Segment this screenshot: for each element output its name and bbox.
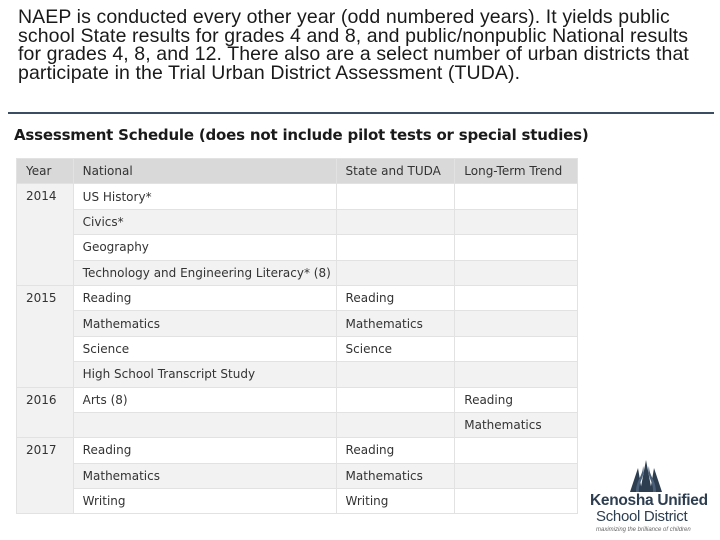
- national-cell: US History*: [72, 183, 337, 210]
- national-cell: Mathematics: [72, 462, 337, 490]
- ltt-cell: [454, 284, 578, 312]
- schedule-title: Assessment Schedule (does not include pi…: [14, 126, 589, 144]
- ltt-cell: [454, 183, 578, 210]
- ltt-cell: Mathematics: [454, 411, 578, 439]
- table-row: 2016 Arts (8) Reading: [16, 386, 578, 439]
- district-logo: Kenosha Unified School District maximizi…: [586, 452, 712, 538]
- national-cell: Technology and Engineering Literacy* (8): [72, 259, 337, 286]
- state-cell: Reading: [335, 437, 456, 464]
- national-cell: Geography: [72, 234, 337, 261]
- national-cell: Mathematics: [72, 310, 337, 337]
- divider-rule: [8, 112, 714, 114]
- state-cell: [335, 386, 456, 413]
- ltt-cell: [454, 208, 578, 236]
- ltt-cell: [454, 234, 578, 261]
- ltt-cell: Reading: [454, 386, 578, 413]
- state-cell: [335, 208, 456, 236]
- year-cell: 2017: [16, 437, 74, 515]
- state-cell: [335, 259, 456, 286]
- national-cell: Reading: [72, 284, 337, 312]
- year-cell: 2015: [16, 284, 74, 388]
- intro-paragraph: NAEP is conducted every other year (odd …: [18, 6, 689, 84]
- table-row: Writing Writing: [17, 488, 578, 515]
- ltt-cell: [454, 488, 578, 515]
- state-cell: Science: [335, 335, 456, 363]
- national-cell: Science: [72, 335, 337, 363]
- state-cell: Writing: [335, 488, 456, 515]
- ltt-cell: [454, 310, 578, 337]
- table-row: Science Science: [17, 335, 578, 363]
- ltt-cell: [454, 361, 578, 388]
- table-row: Mathematics Mathematics: [17, 310, 578, 337]
- table-row: 2015 Reading Reading: [16, 284, 578, 388]
- table-row: High School Transcript Study: [17, 361, 578, 388]
- table-row: Mathematics Mathematics: [17, 462, 578, 490]
- national-cell: [72, 411, 337, 439]
- national-cell: Arts (8): [72, 386, 337, 413]
- national-cell: High School Transcript Study: [72, 361, 337, 388]
- header-national: National: [72, 157, 337, 185]
- logo-tagline: maximizing the brilliance of children: [596, 527, 691, 533]
- table-row: Civics*: [17, 208, 578, 236]
- national-cell: Writing: [72, 488, 337, 515]
- ltt-cell: [454, 462, 578, 490]
- state-cell: [335, 183, 456, 210]
- header-long-term-trend: Long-Term Trend: [454, 157, 578, 185]
- table-row: Geography: [17, 234, 578, 261]
- table-row: 2017 Reading Reading: [16, 437, 578, 515]
- ltt-cell: [454, 259, 578, 286]
- state-cell: Reading: [335, 284, 456, 312]
- header-state-tuda: State and TUDA: [335, 157, 456, 185]
- table-header-row: Year National State and TUDA Long-Term T…: [16, 157, 578, 185]
- table-row: Technology and Engineering Literacy* (8): [17, 259, 578, 286]
- flame-emblem-icon: [630, 460, 662, 492]
- year-cell: 2016: [16, 386, 74, 439]
- national-cell: Reading: [72, 437, 337, 464]
- year-cell: 2014: [16, 183, 74, 286]
- national-cell: Civics*: [72, 208, 337, 236]
- table-row: Mathematics: [17, 411, 578, 439]
- state-cell: [335, 411, 456, 439]
- state-cell: [335, 234, 456, 261]
- ltt-cell: [454, 437, 578, 464]
- state-cell: Mathematics: [335, 462, 456, 490]
- header-year: Year: [16, 157, 74, 185]
- logo-name: Kenosha Unified: [590, 492, 708, 509]
- ltt-cell: [454, 335, 578, 363]
- state-cell: [335, 361, 456, 388]
- state-cell: Mathematics: [335, 310, 456, 337]
- table-row: 2014 US History*: [16, 183, 578, 286]
- logo-subtitle: School District: [596, 508, 688, 525]
- assessment-schedule-table: Year National State and TUDA Long-Term T…: [16, 157, 578, 515]
